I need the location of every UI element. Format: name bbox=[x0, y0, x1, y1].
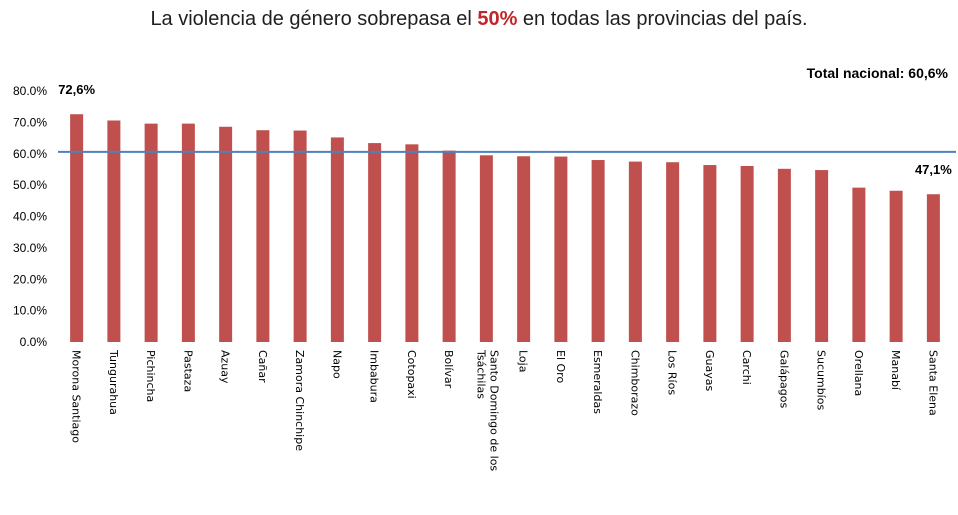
bar bbox=[666, 162, 680, 342]
bar bbox=[777, 168, 791, 342]
bar bbox=[889, 190, 903, 342]
category-label: Tungurahua bbox=[107, 349, 120, 415]
category-label: Santo Domingo de losTsáchilas bbox=[474, 349, 500, 471]
title-highlight: 50% bbox=[477, 8, 518, 30]
y-tick-label: 0.0% bbox=[20, 335, 48, 349]
title-prefix: La violencia de género sobrepasa el bbox=[150, 8, 478, 30]
y-tick-label: 70.0% bbox=[13, 115, 47, 129]
category-label: Cañar bbox=[256, 350, 269, 383]
category-label: Napo bbox=[330, 350, 343, 379]
category-label: Chimborazo bbox=[628, 350, 641, 416]
category-label: Loja bbox=[517, 350, 530, 372]
bar bbox=[703, 165, 717, 342]
category-label: Orellana bbox=[852, 350, 865, 396]
y-tick-label: 60.0% bbox=[13, 147, 47, 161]
y-tick-label: 80.0% bbox=[13, 84, 47, 98]
category-label: Sucumbíos bbox=[815, 350, 828, 410]
category-label: Pastaza bbox=[181, 350, 194, 392]
category-label: Guayas bbox=[703, 350, 716, 391]
y-tick-label: 30.0% bbox=[13, 241, 47, 255]
y-tick-label: 40.0% bbox=[13, 210, 47, 224]
bar bbox=[628, 161, 642, 342]
category-label: Bolívar bbox=[442, 350, 455, 389]
bar bbox=[405, 144, 419, 342]
y-tick-label: 20.0% bbox=[13, 272, 47, 286]
bar bbox=[442, 150, 456, 342]
category-label: Los Ríos bbox=[666, 350, 679, 395]
bar bbox=[591, 160, 605, 342]
bar bbox=[554, 156, 568, 342]
bar bbox=[330, 137, 344, 342]
category-label: Pichincha bbox=[144, 350, 157, 402]
bar bbox=[219, 126, 233, 342]
category-label: Cotopaxi bbox=[405, 350, 418, 399]
category-label: Manabí bbox=[889, 350, 902, 391]
chart-title: La violencia de género sobrepasa el 50% … bbox=[0, 8, 958, 31]
category-label: Santa Elena bbox=[926, 350, 939, 416]
bar bbox=[256, 130, 270, 342]
category-label: Morona Santiago bbox=[70, 350, 83, 443]
category-label: Zamora Chinchipe bbox=[293, 350, 306, 451]
bar bbox=[181, 123, 195, 342]
bar bbox=[368, 143, 382, 342]
category-label: Galápagos bbox=[777, 350, 790, 408]
bar bbox=[852, 187, 866, 342]
category-label: Esmeraldas bbox=[591, 350, 604, 414]
category-label: Azuay bbox=[219, 350, 232, 384]
data-label: 47,1% bbox=[915, 162, 952, 177]
bar bbox=[926, 194, 940, 342]
bar bbox=[144, 123, 158, 342]
bar bbox=[517, 156, 531, 342]
bar bbox=[107, 120, 121, 343]
title-suffix: en todas las provincias del país. bbox=[517, 8, 808, 30]
y-tick-label: 50.0% bbox=[13, 178, 47, 192]
national-total-label: Total nacional: 60,6% bbox=[807, 65, 949, 81]
data-label: 72,6% bbox=[58, 82, 95, 97]
bar bbox=[293, 130, 307, 342]
bar bbox=[815, 170, 829, 342]
category-label: Carchi bbox=[740, 350, 753, 385]
category-label: El Oro bbox=[554, 350, 567, 383]
y-tick-label: 10.0% bbox=[13, 304, 47, 318]
bar bbox=[740, 165, 754, 342]
bar bbox=[479, 155, 493, 342]
bar bbox=[70, 114, 84, 342]
category-label: Imbabura bbox=[368, 350, 381, 403]
